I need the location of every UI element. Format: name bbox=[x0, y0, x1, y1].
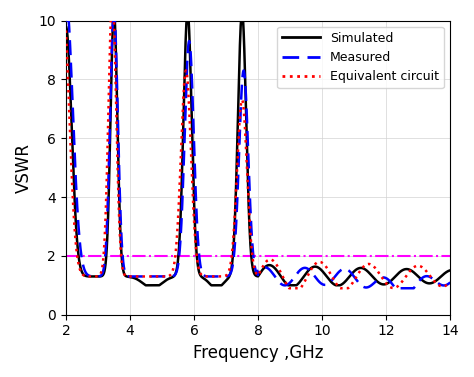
Legend: Simulated, Measured, Equivalent circuit: Simulated, Measured, Equivalent circuit bbox=[277, 27, 444, 88]
X-axis label: Frequency ,GHz: Frequency ,GHz bbox=[193, 344, 323, 362]
Y-axis label: VSWR: VSWR bbox=[15, 143, 33, 193]
